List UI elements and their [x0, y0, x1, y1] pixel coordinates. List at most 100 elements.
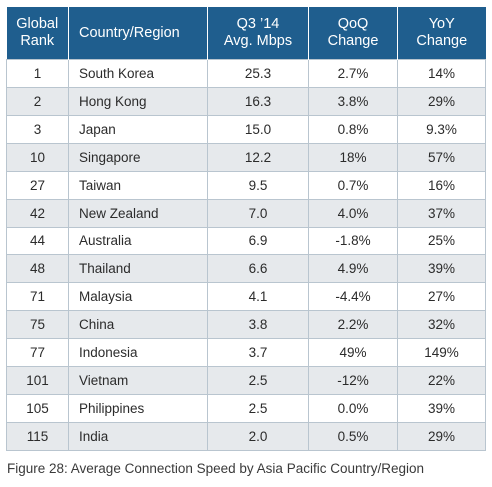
country-cell: Philippines [68, 394, 208, 423]
mbps-cell: 3.7 [207, 338, 309, 368]
qoq-cell: 0.5% [308, 421, 398, 452]
table-row: 115 India 2.0 0.5% 29% [6, 421, 486, 452]
header-qoq-change: QoQ Change [308, 7, 398, 60]
table-row: 2 Hong Kong 16.3 3.8% 29% [6, 86, 486, 116]
table-row: 75 China 3.8 2.2% 32% [6, 310, 486, 340]
yoy-cell: 39% [397, 254, 486, 284]
qoq-cell: 0.8% [308, 114, 398, 144]
mbps-cell: 3.8 [207, 310, 309, 340]
table-row: 42 New Zealand 7.0 4.0% 37% [6, 198, 486, 228]
rank-cell: 48 [6, 254, 69, 284]
qoq-cell: 4.9% [308, 254, 398, 284]
rank-cell: 3 [6, 114, 69, 144]
yoy-cell: 22% [397, 366, 486, 396]
table-row: 44 Australia 6.9 -1.8% 25% [6, 226, 486, 256]
country-cell: Hong Kong [68, 86, 208, 116]
rank-cell: 1 [6, 59, 69, 88]
qoq-cell: 0.7% [308, 170, 398, 200]
table-row: 101 Vietnam 2.5 -12% 22% [6, 366, 486, 396]
yoy-cell: 29% [397, 86, 486, 116]
mbps-cell: 2.5 [207, 366, 309, 396]
yoy-cell: 57% [397, 142, 486, 172]
rank-cell: 71 [6, 282, 69, 312]
country-cell: Australia [68, 226, 208, 256]
header-avg-mbps: Q3 ’14 Avg. Mbps [207, 7, 309, 60]
qoq-cell: -12% [308, 366, 398, 396]
yoy-cell: 27% [397, 282, 486, 312]
header-yoy-line1: YoY [428, 16, 455, 32]
header-country-region: Country/Region [68, 7, 208, 60]
header-qoq-line1: QoQ [337, 16, 369, 32]
country-cell: Japan [68, 114, 208, 144]
mbps-cell: 6.9 [207, 226, 309, 256]
country-cell: India [68, 421, 208, 452]
country-cell: South Korea [68, 59, 208, 88]
qoq-cell: 0.0% [308, 394, 398, 423]
rank-cell: 101 [6, 366, 69, 396]
mbps-cell: 2.0 [207, 421, 309, 452]
header-row: Global Rank Country/Region Q3 ’14 Avg. M… [6, 7, 486, 60]
speed-table: Global Rank Country/Region Q3 ’14 Avg. M… [6, 7, 486, 452]
yoy-cell: 16% [397, 170, 486, 200]
rank-cell: 10 [6, 142, 69, 172]
rank-cell: 75 [6, 310, 69, 340]
rank-cell: 115 [6, 421, 69, 452]
mbps-cell: 4.1 [207, 282, 309, 312]
rank-cell: 77 [6, 338, 69, 368]
header-mbps-line1: Q3 ’14 [236, 16, 280, 32]
yoy-cell: 29% [397, 421, 486, 452]
yoy-cell: 14% [397, 59, 486, 88]
mbps-cell: 7.0 [207, 198, 309, 228]
yoy-cell: 25% [397, 226, 486, 256]
country-cell: Malaysia [68, 282, 208, 312]
mbps-cell: 9.5 [207, 170, 309, 200]
header-mbps-line2: Avg. Mbps [223, 33, 293, 49]
table-row: 10 Singapore 12.2 18% 57% [6, 142, 486, 172]
rank-cell: 105 [6, 394, 69, 423]
table-body: 1 South Korea 25.3 2.7% 14% 2 Hong Kong 16.3 3.8… [6, 59, 486, 452]
rank-cell: 44 [6, 226, 69, 256]
table-row: 105 Philippines 2.5 0.0% 39% [6, 394, 486, 423]
header-global-rank: Global Rank [6, 7, 69, 60]
country-cell: China [68, 310, 208, 340]
header-qoq-line2: Change [327, 33, 379, 49]
mbps-cell: 2.5 [207, 394, 309, 423]
table-row: 71 Malaysia 4.1 -4.4% 27% [6, 282, 486, 312]
table-row: 3 Japan 15.0 0.8% 9.3% [6, 114, 486, 144]
mbps-cell: 6.6 [207, 254, 309, 284]
header-rank-line2: Rank [20, 33, 55, 49]
mbps-cell: 12.2 [207, 142, 309, 172]
mbps-cell: 25.3 [207, 59, 309, 88]
qoq-cell: 49% [308, 338, 398, 368]
table-row: 77 Indonesia 3.7 49% 149% [6, 338, 486, 368]
header-yoy-line2: Change [416, 33, 468, 49]
table-row: 27 Taiwan 9.5 0.7% 16% [6, 170, 486, 200]
table-row: 1 South Korea 25.3 2.7% 14% [6, 59, 486, 88]
qoq-cell: 18% [308, 142, 398, 172]
rank-cell: 42 [6, 198, 69, 228]
yoy-cell: 39% [397, 394, 486, 423]
yoy-cell: 32% [397, 310, 486, 340]
country-cell: Vietnam [68, 366, 208, 396]
yoy-cell: 149% [397, 338, 486, 368]
header-yoy-change: YoY Change [397, 7, 486, 60]
header-rank-line1: Global [16, 16, 59, 32]
qoq-cell: 4.0% [308, 198, 398, 228]
figure-caption: Figure 28: Average Connection Speed by A… [7, 461, 425, 476]
country-cell: Indonesia [68, 338, 208, 368]
qoq-cell: -4.4% [308, 282, 398, 312]
country-cell: New Zealand [68, 198, 208, 228]
rank-cell: 27 [6, 170, 69, 200]
header-country-text: Country/Region [79, 24, 180, 41]
rank-cell: 2 [6, 86, 69, 116]
country-cell: Taiwan [68, 170, 208, 200]
mbps-cell: 15.0 [207, 114, 309, 144]
qoq-cell: 2.7% [308, 59, 398, 88]
qoq-cell: 2.2% [308, 310, 398, 340]
country-cell: Singapore [68, 142, 208, 172]
qoq-cell: -1.8% [308, 226, 398, 256]
mbps-cell: 16.3 [207, 86, 309, 116]
qoq-cell: 3.8% [308, 86, 398, 116]
table-row: 48 Thailand 6.6 4.9% 39% [6, 254, 486, 284]
country-cell: Thailand [68, 254, 208, 284]
